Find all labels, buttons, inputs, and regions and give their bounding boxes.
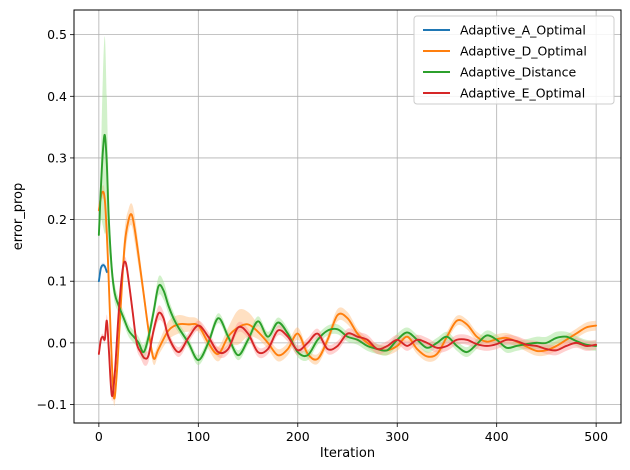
plot-frame <box>73 9 622 424</box>
x-axis-title: Iteration <box>320 446 375 461</box>
x-tick-label: 0 <box>95 429 103 444</box>
series-band <box>98 256 597 402</box>
legend-label: Adaptive_D_Optimal <box>460 44 587 59</box>
y-tick-label: −0.1 <box>37 397 67 412</box>
series-lines <box>97 133 598 400</box>
y-tick-label: 0.3 <box>47 150 67 165</box>
series-line <box>97 133 598 362</box>
series-line <box>97 260 598 398</box>
x-tick-label: 400 <box>485 429 509 444</box>
y-tick-label: 0.0 <box>47 335 67 350</box>
y-tick-label: 0.4 <box>47 89 67 104</box>
y-tick-label: 0.5 <box>47 27 67 42</box>
legend-label: Adaptive_Distance <box>460 65 577 80</box>
series-line <box>97 190 598 400</box>
y-tick-label: 0.2 <box>47 212 67 227</box>
y-axis-title: error_prop <box>11 183 26 251</box>
x-tick-label: 500 <box>584 429 608 444</box>
x-tick-label: 200 <box>286 429 310 444</box>
legend: Adaptive_A_Optimal Adaptive_D_Optimal Adap… <box>413 15 615 105</box>
series-band <box>98 185 597 407</box>
series-line <box>97 264 108 283</box>
legend-label: Adaptive_A_Optimal <box>460 23 586 38</box>
legend-box <box>413 15 615 105</box>
legend-label: Adaptive_E_Optimal <box>460 86 585 101</box>
y-tick-label: 0.1 <box>47 274 67 289</box>
x-tick-label: 300 <box>385 429 409 444</box>
axis-ticks: 0 100 200 300 400 500 −0.1 0.0 0.1 0.2 0.3 0.4 0.5 <box>37 27 608 444</box>
x-tick-label: 100 <box>186 429 210 444</box>
